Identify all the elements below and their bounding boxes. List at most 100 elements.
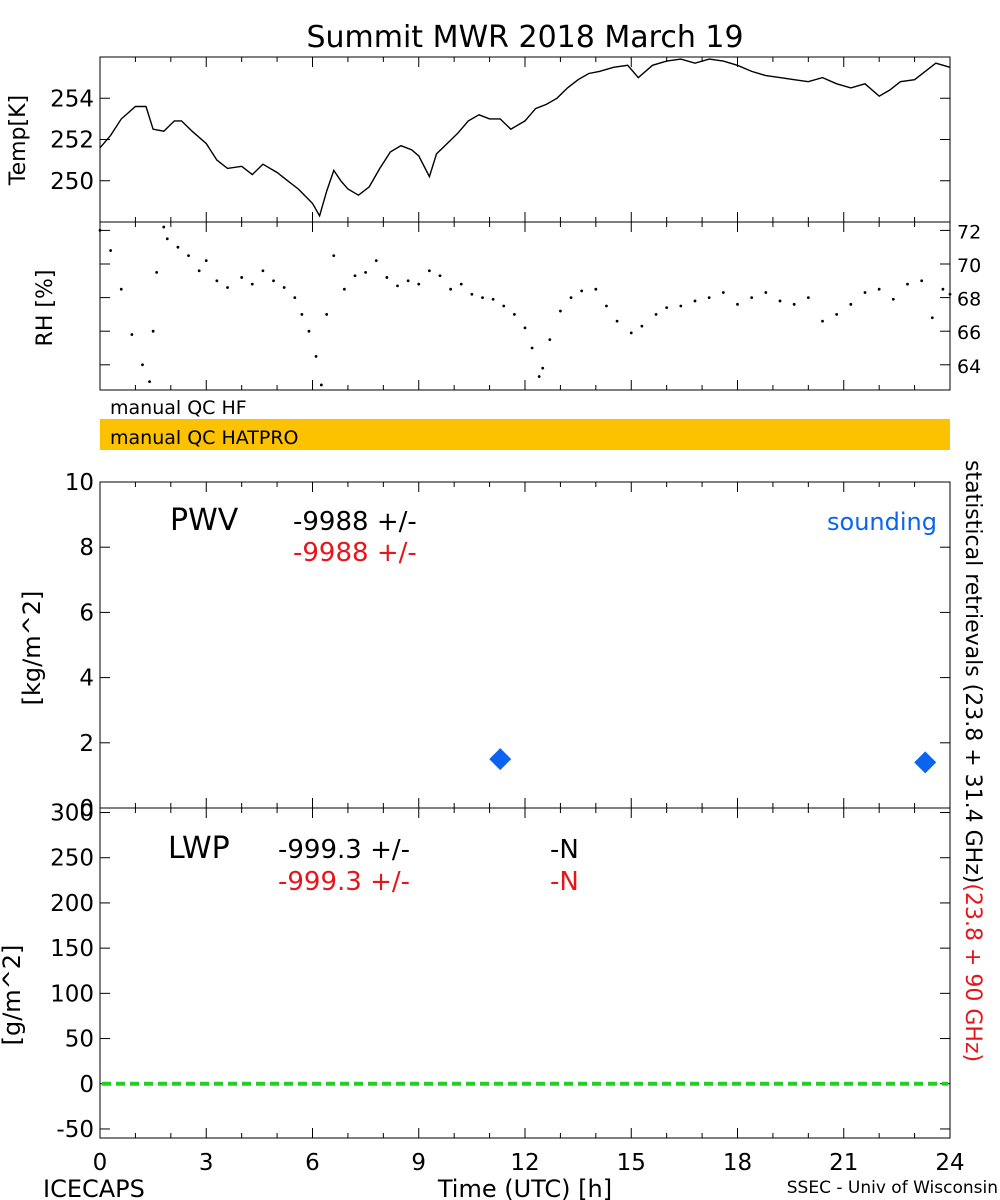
lwp-panel: [g/m^2] -50 0 50 100 150 200 250 300 LWP -999.3… xyxy=(0,801,951,1143)
pwv-value-black: -9988 +/- xyxy=(293,507,417,537)
x-tick-label: 24 xyxy=(935,1150,964,1176)
rh-point xyxy=(226,286,229,289)
temp-ytick-label: 252 xyxy=(50,128,94,154)
pwv-ylabel: [kg/m^2] xyxy=(18,591,46,706)
lwp-ylabel: [g/m^2] xyxy=(0,945,26,1046)
lwp-ytick-label: 0 xyxy=(79,1072,94,1098)
pwv-ytick-label: 4 xyxy=(79,666,94,692)
rh-ylabel: RH [%] xyxy=(33,270,58,347)
x-tick-label: 21 xyxy=(829,1150,858,1176)
right-axis-label: statistical retrievals (23.8 + 31.4 GHz)… xyxy=(960,460,985,1062)
x-tick-label: 3 xyxy=(199,1150,214,1176)
rh-point xyxy=(806,296,810,299)
rh-point xyxy=(512,313,516,316)
rh-point xyxy=(569,296,573,299)
rh-point xyxy=(849,302,853,306)
rh-ytick-label: 72 xyxy=(957,221,981,243)
rh-point xyxy=(325,313,329,316)
rh-ytick-label: 66 xyxy=(957,322,981,344)
footer-right: SSEC - Univ of Wisconsin xyxy=(787,1178,998,1198)
lwp-ytick-label: 100 xyxy=(50,981,94,1007)
rh-ticks: 64 66 68 70 72 xyxy=(99,221,981,390)
x-tick-label: 18 xyxy=(723,1150,752,1176)
rh-point xyxy=(821,319,824,323)
rh-point xyxy=(130,333,134,336)
rh-point xyxy=(594,287,598,291)
lwp-flag-black: -N xyxy=(550,835,579,865)
lwp-ytick-label: 250 xyxy=(50,846,94,872)
right-label-black: statistical retrievals (23.8 + 31.4 GHz) xyxy=(960,460,985,883)
pwv-sounding-points xyxy=(489,748,937,774)
pwv-ytick-label: 0 xyxy=(79,796,94,822)
sounding-point xyxy=(489,748,512,771)
rh-point xyxy=(548,338,552,341)
rh-point xyxy=(941,287,945,291)
rh-point xyxy=(449,287,453,291)
lwp-ytick-label: 150 xyxy=(50,936,94,962)
footer-left: ICECAPS xyxy=(43,1175,145,1200)
rh-point xyxy=(155,271,159,274)
lwp-ticks: -50 0 50 100 150 200 250 300 xyxy=(50,801,951,1143)
lwp-ytick-label: 200 xyxy=(50,891,94,917)
rh-point xyxy=(282,286,286,289)
x-tick-label: 9 xyxy=(411,1150,426,1176)
rh-point xyxy=(385,276,389,279)
x-tick-labels: 0 3 6 9 12 15 18 21 24 xyxy=(93,1150,965,1176)
rh-point xyxy=(459,282,463,286)
rh-point xyxy=(764,291,768,294)
qc-bars: manual QC HF manual QC HATPRO xyxy=(100,391,950,450)
pwv-title: PWV xyxy=(170,503,239,538)
rh-point xyxy=(930,316,934,320)
rh-point xyxy=(906,282,909,286)
rh-panel: RH [%] 64 66 68 70 72 xyxy=(33,221,981,391)
rh-point xyxy=(948,292,952,296)
rh-point xyxy=(261,269,265,273)
rh-point xyxy=(654,313,658,316)
rh-point xyxy=(665,306,669,310)
pwv-value-red: -9988 +/- xyxy=(293,538,417,568)
rh-point xyxy=(300,313,304,316)
rh-point xyxy=(693,299,697,303)
rh-point xyxy=(240,276,244,279)
rh-ytick-label: 68 xyxy=(957,289,981,311)
rh-point xyxy=(502,304,506,308)
rh-point xyxy=(332,254,336,257)
lwp-ytick-label: -50 xyxy=(56,1117,94,1143)
rh-point xyxy=(187,254,190,257)
rh-point xyxy=(778,299,782,303)
rh-point xyxy=(342,287,346,291)
rh-point xyxy=(481,296,484,299)
rh-point xyxy=(396,284,399,288)
rh-point xyxy=(721,291,725,294)
lwp-value-black: -999.3 +/- xyxy=(278,835,410,865)
rh-point xyxy=(530,346,534,350)
rh-point xyxy=(98,229,102,232)
rh-point xyxy=(863,291,867,294)
rh-point xyxy=(491,297,495,301)
rh-point xyxy=(176,245,180,249)
temp-ytick-label: 250 xyxy=(50,169,94,195)
footer-center: Time (UTC) [h] xyxy=(437,1175,612,1200)
rh-point xyxy=(438,274,442,278)
rh-point xyxy=(615,319,619,323)
rh-point xyxy=(629,331,633,335)
rh-point xyxy=(204,259,208,263)
rh-point xyxy=(109,249,113,252)
rh-point xyxy=(364,271,368,274)
rh-plot-frame xyxy=(99,221,951,391)
pwv-ticks: 0 2 4 6 8 10 xyxy=(65,470,951,822)
rh-point xyxy=(920,279,924,283)
temp-panel: Temp[K] 250 252 254 xyxy=(6,56,951,223)
rh-point xyxy=(541,366,545,370)
right-label-red: (23.8 + 90 GHz) xyxy=(960,883,985,1062)
x-tick-label: 15 xyxy=(617,1150,646,1176)
rh-point xyxy=(374,259,378,263)
rh-point xyxy=(215,279,219,283)
rh-point xyxy=(250,282,254,286)
rh-point xyxy=(427,269,431,273)
pwv-ytick-label: 10 xyxy=(65,470,94,496)
temp-ticks: 250 252 254 xyxy=(50,57,951,222)
lwp-ytick-label: 300 xyxy=(50,801,94,827)
rh-point xyxy=(792,302,796,306)
